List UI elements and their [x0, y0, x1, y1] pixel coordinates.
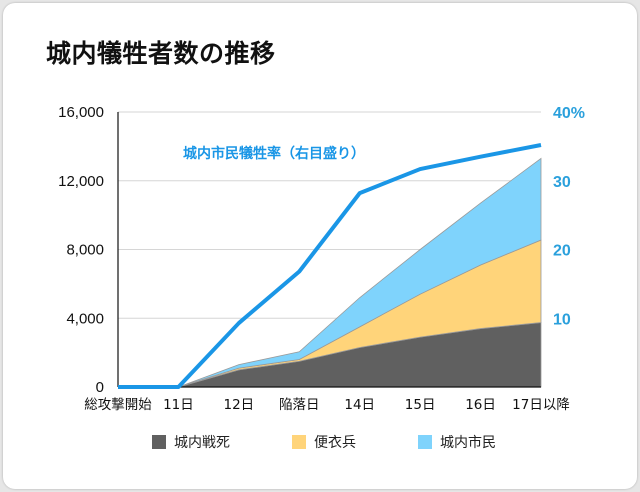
- x-tick-label: 12日: [224, 397, 255, 413]
- y-tick-label: 0: [96, 379, 104, 396]
- legend-label-1: 城内戦死: [174, 435, 230, 451]
- x-tick-label: 16日: [465, 397, 496, 413]
- line-series-ratio: [118, 143, 542, 389]
- legend-swatch-1: [152, 435, 166, 449]
- y-tick-label: 4,000: [66, 310, 104, 327]
- legend-item-1: 城内戦死: [152, 432, 230, 452]
- y2-tick-label: 40%: [553, 105, 585, 122]
- legend-label-3: 城内市民: [440, 435, 496, 451]
- annotation-label: 城内市民犠牲率（右目盛り）: [183, 145, 365, 162]
- y2-tick-label: 30: [553, 174, 571, 191]
- legend-swatch-2: [292, 435, 306, 449]
- x-tick-label: 14日: [344, 397, 375, 413]
- legend-item-2: 便衣兵: [292, 432, 356, 452]
- y2-tick-label: 10: [553, 311, 571, 328]
- x-tick-label: 17日以降: [512, 397, 570, 413]
- legend-label-2: 便衣兵: [314, 435, 356, 451]
- legend-swatch-3: [418, 435, 432, 449]
- y-tick-label: 16,000: [58, 104, 104, 121]
- legend-item-3: 城内市民: [418, 432, 496, 452]
- x-tick-label: 15日: [405, 397, 436, 413]
- area-series-3: [118, 157, 542, 388]
- x-tick-label: 11日: [163, 397, 194, 413]
- x-tick-label: 陥落日: [279, 396, 320, 413]
- y2-tick-label: 20: [553, 243, 571, 260]
- y-tick-label: 12,000: [58, 173, 104, 190]
- y-tick-label: 8,000: [66, 242, 104, 259]
- page-title: 城内犠牲者数の推移: [46, 39, 276, 68]
- x-tick-label: 総攻撃開始: [84, 397, 152, 413]
